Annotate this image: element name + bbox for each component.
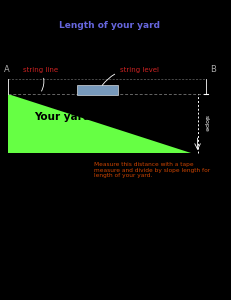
Text: Length of your yard: Length of your yard bbox=[58, 21, 159, 30]
Polygon shape bbox=[76, 85, 117, 95]
Text: slope: slope bbox=[203, 115, 208, 132]
Text: Measure this distance with a tape
measure and divide by slope length for
length : Measure this distance with a tape measur… bbox=[94, 162, 209, 178]
Text: B: B bbox=[210, 65, 216, 74]
Text: string line: string line bbox=[23, 67, 58, 91]
Text: A: A bbox=[3, 65, 9, 74]
Text: string level: string level bbox=[102, 67, 158, 85]
Text: Your yard: Your yard bbox=[33, 112, 90, 122]
Polygon shape bbox=[8, 94, 190, 153]
